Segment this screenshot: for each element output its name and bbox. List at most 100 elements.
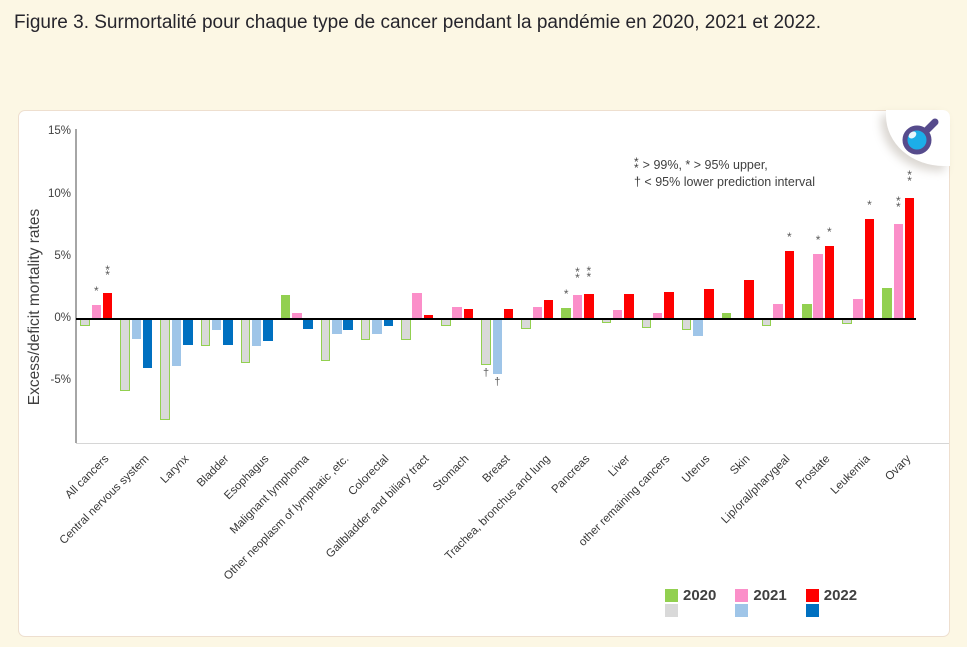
legend-swatch [805,589,819,617]
significance-marker: * [563,286,569,301]
significance-marker: † [482,367,490,380]
significance-marker: * [93,284,99,299]
legend-label: 2020 [683,587,717,604]
bar-2021 [292,312,302,319]
significance-marker: * [827,224,832,239]
bar-2021 [612,310,623,319]
significance-note-line2: † < 95% lower prediction interval [634,175,815,189]
bar-2020 [882,287,892,319]
bar-2021 [572,295,583,319]
bar-2020 [120,319,130,392]
bar-2020 [200,319,211,347]
bar-2022 [223,319,233,346]
bar-2021 [452,306,462,319]
y-tick-label: 5% [54,249,71,262]
significance-note: * * > 99%, * > 95% upper, † < 95% lower p… [634,157,815,191]
bar-2021 [211,319,222,331]
bar-2020 [160,319,170,420]
bar-2021 [693,319,703,337]
legend-item-2022: 2022 [805,587,858,617]
bar-2022 [142,319,153,368]
bar-2021 [332,319,342,334]
bar-2020 [320,319,331,362]
bar-2022 [664,291,674,319]
y-tick-label: 15% [47,125,71,138]
bar-2021 [251,319,262,347]
plot-area: Excess/deficit mortality rates * * > 99%,… [19,111,949,636]
bar-2021 [532,306,543,319]
bar-2022 [784,250,795,319]
bar-2022 [904,198,915,319]
bar-2022 [744,280,754,319]
bar-2020 [240,319,251,363]
magnifier-icon [902,118,939,155]
significance-note-line1: * * > 99%, * > 95% upper, [634,157,815,174]
bar-2022 [463,309,474,319]
bar-2020 [761,319,772,327]
significance-marker: * * [907,168,912,188]
significance-marker: * * [895,194,901,214]
zero-line [76,318,916,320]
bar-2022 [704,289,714,319]
bar-2022 [263,319,273,342]
y-tick-label: 0% [54,312,71,324]
bar-2020 [401,319,411,341]
bar-2022 [303,319,313,329]
y-tick-label: 10% [47,187,71,200]
bar-2020 [681,319,692,331]
bar-2020 [641,319,652,328]
bar-2022 [343,319,353,331]
bar-2020 [561,307,571,319]
bar-2022 [423,315,434,319]
bar-2021 [171,319,182,367]
bar-2021 [131,319,142,339]
legend-label: 2021 [753,587,787,604]
bar-2020 [441,319,451,327]
bar-2022 [383,319,394,327]
bar-2022 [584,294,594,319]
bar-2022 [824,245,835,319]
bar-2021 [412,292,422,319]
legend-label: 2022 [823,587,858,604]
bar-2020 [721,312,732,319]
legend-swatch [665,589,678,617]
legend-item-2021: 2021 [735,587,787,617]
chart-panel: Excess/deficit mortality rates * * > 99%,… [18,110,950,637]
bar-2021 [813,254,823,319]
significance-marker: * [867,198,872,213]
bar-2020 [360,319,371,341]
bar-2022 [543,300,554,319]
bar-2020 [80,319,90,327]
bar-2022 [864,219,875,319]
x-axis-baseline [76,443,949,444]
significance-marker: * * [105,262,110,283]
significance-marker: * [815,233,821,248]
bar-2022 [503,309,514,319]
bar-2021 [893,224,904,319]
x-axis-category-label: All cancers [62,453,111,502]
bar-2022 [102,292,113,319]
bar-2021 [853,299,863,319]
significance-note-line1-text: > 99%, * > 95% upper, [642,158,768,172]
bar-2021 [773,304,783,319]
bar-2020 [802,304,812,319]
bar-2021 [652,312,663,319]
significance-marker: † [494,375,501,388]
bar-2022 [183,319,193,346]
bar-2021 [492,319,503,374]
double-asterisk-symbol: * * [634,155,639,175]
y-axis-label: Excess/deficit mortality rates [26,208,43,406]
bar-2020 [521,319,531,329]
significance-marker: * [786,229,792,244]
figure-title: Figure 3. Surmortalité pour chaque type … [14,12,821,33]
legend-item-2020: 2020 [665,588,716,617]
bar-2022 [624,294,634,319]
bar-2021 [91,305,102,319]
bar-2021 [372,319,382,334]
legend-swatch [735,589,749,617]
significance-marker: * * [586,264,592,284]
y-axis-line [75,129,77,443]
y-tick-label: -5% [50,374,71,387]
bar-2020 [481,319,491,366]
bar-2020 [280,295,291,319]
